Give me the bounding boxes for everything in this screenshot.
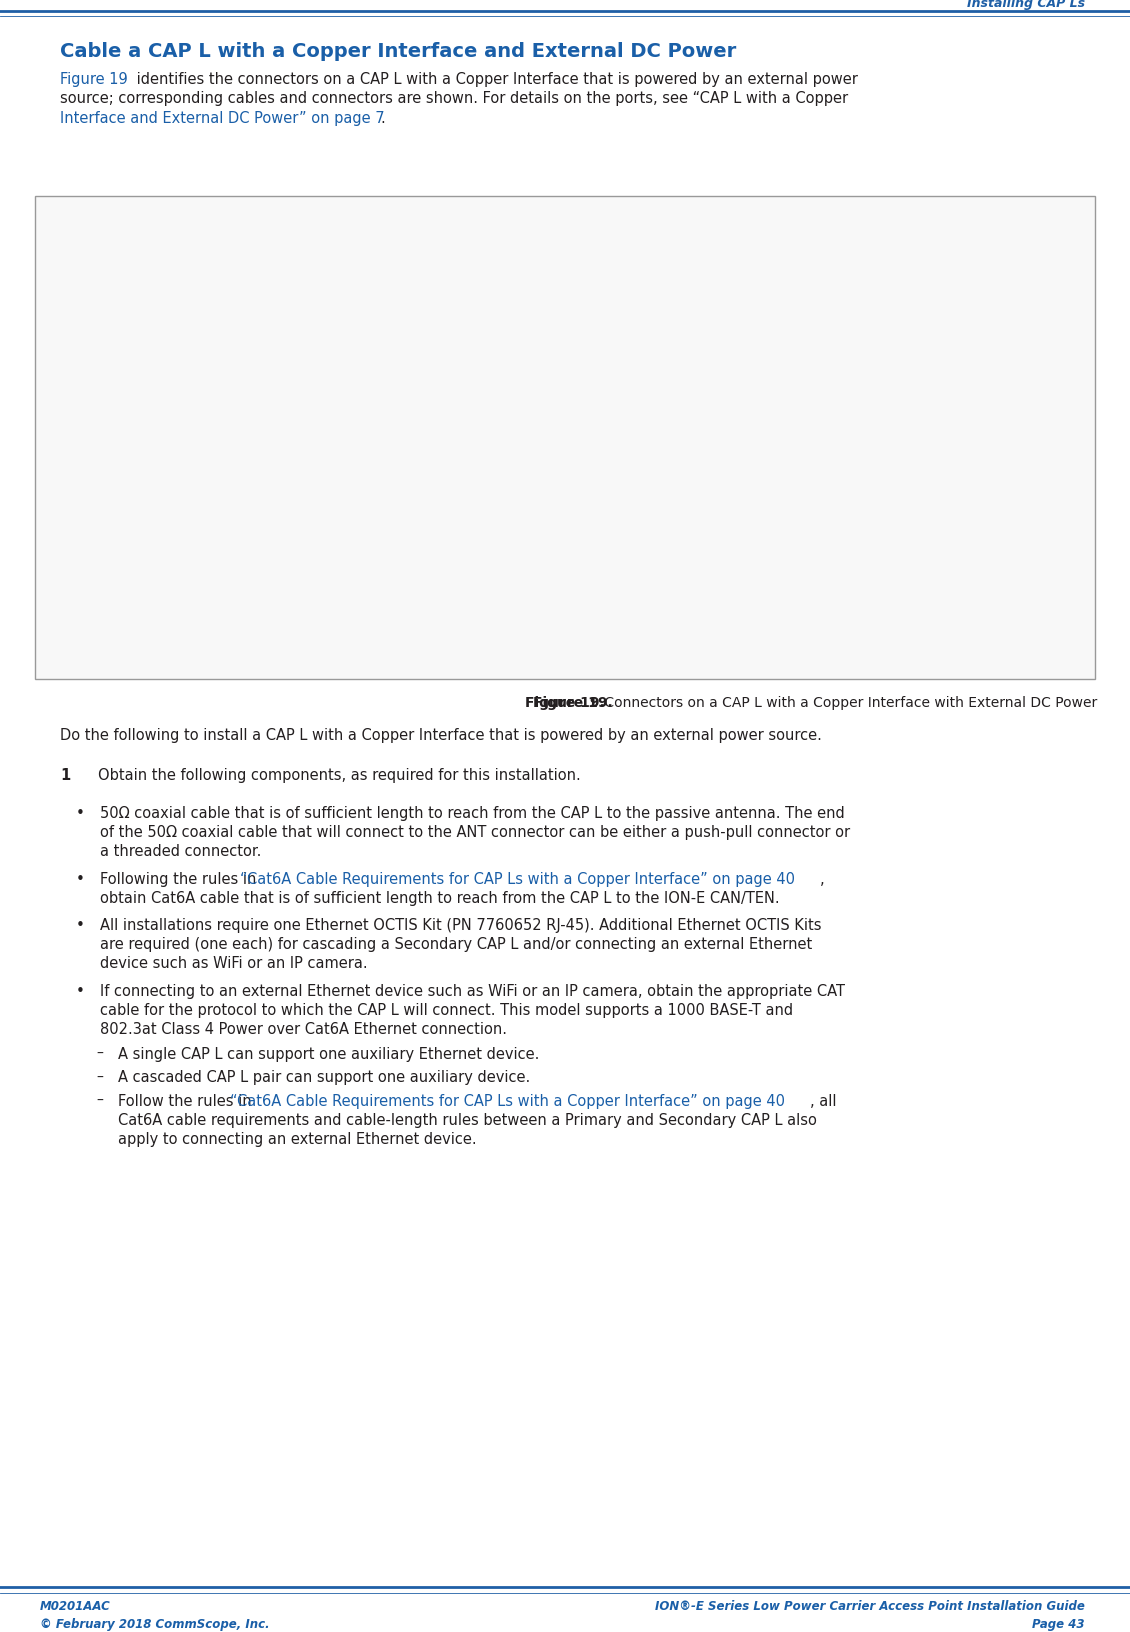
Circle shape bbox=[232, 325, 272, 359]
Text: A: A bbox=[976, 302, 984, 312]
Text: A cascaded CAP L pair can support one auxiliary device.: A cascaded CAP L pair can support one au… bbox=[118, 1069, 530, 1085]
Text: Figure 19.: Figure 19. bbox=[525, 695, 605, 710]
Polygon shape bbox=[251, 519, 925, 574]
Text: A single CAP L can support one auxiliary Ethernet device.: A single CAP L can support one auxiliary… bbox=[118, 1046, 539, 1061]
Circle shape bbox=[281, 454, 293, 462]
Text: ANT
2: ANT 2 bbox=[188, 439, 214, 468]
Circle shape bbox=[246, 336, 259, 346]
Text: Do the following to install a CAP L with a Copper Interface that is powered by a: Do the following to install a CAP L with… bbox=[60, 728, 822, 743]
Text: .: . bbox=[380, 111, 384, 126]
Text: a threaded connector.: a threaded connector. bbox=[99, 844, 261, 858]
Text: apply to connecting an external Ethernet device.: apply to connecting an external Ethernet… bbox=[118, 1131, 477, 1146]
Text: Following the rules in: Following the rules in bbox=[99, 871, 261, 886]
Text: –: – bbox=[96, 1093, 104, 1106]
Polygon shape bbox=[251, 233, 925, 574]
Text: •: • bbox=[76, 982, 85, 999]
Text: •: • bbox=[76, 871, 85, 886]
Circle shape bbox=[909, 405, 959, 449]
Text: M0201AAC: M0201AAC bbox=[40, 1599, 111, 1612]
Text: 1: 1 bbox=[922, 302, 929, 312]
Text: 2: 2 bbox=[812, 446, 819, 455]
Bar bbox=[251, 524, 925, 539]
Text: If connecting to an external Ethernet device such as WiFi or an IP camera, obtai: If connecting to an external Ethernet de… bbox=[99, 982, 845, 999]
Text: Cat6A cable requirements and cable-length rules between a Primary and Secondary : Cat6A cable requirements and cable-lengt… bbox=[118, 1111, 817, 1128]
Circle shape bbox=[964, 405, 1015, 449]
Text: COMMSCOPE: COMMSCOPE bbox=[542, 382, 633, 395]
FancyBboxPatch shape bbox=[494, 346, 681, 429]
Circle shape bbox=[671, 540, 686, 553]
Text: device such as WiFi or an IP camera.: device such as WiFi or an IP camera. bbox=[99, 956, 367, 971]
Bar bbox=[825, 463, 838, 473]
Circle shape bbox=[916, 411, 953, 442]
Text: Port
2: Port 2 bbox=[828, 367, 853, 395]
Text: cable for the protocol to which the CAP L will connect. This model supports a 10: cable for the protocol to which the CAP … bbox=[99, 1002, 793, 1017]
Circle shape bbox=[925, 419, 944, 434]
Circle shape bbox=[238, 330, 266, 353]
Bar bbox=[816, 535, 861, 566]
Text: Follow the rules in: Follow the rules in bbox=[118, 1093, 257, 1108]
Circle shape bbox=[275, 447, 298, 468]
Circle shape bbox=[930, 423, 939, 431]
Text: Cat6A
Port
1: Cat6A Port 1 bbox=[942, 276, 981, 318]
Bar bbox=[825, 480, 838, 488]
Text: Auxiliary
port: Auxiliary port bbox=[1007, 605, 1062, 633]
Text: ,: , bbox=[820, 871, 825, 886]
Text: Obtain the following components, as required for this installation.: Obtain the following components, as requ… bbox=[98, 767, 581, 782]
Text: source; corresponding cables and connectors are shown. For details on the ports,: source; corresponding cables and connect… bbox=[60, 91, 849, 106]
Text: , all: , all bbox=[810, 1093, 836, 1108]
Text: “Cat6A Cable Requirements for CAP Ls with a Copper Interface” on page 40: “Cat6A Cable Requirements for CAP Ls wit… bbox=[231, 1093, 785, 1108]
Text: obtain Cat6A cable that is of sufficient length to reach from the CAP L to the I: obtain Cat6A cable that is of sufficient… bbox=[99, 889, 780, 906]
Text: 802.3at Class 4 Power over Cat6A Ethernet connection.: 802.3at Class 4 Power over Cat6A Etherne… bbox=[99, 1022, 507, 1036]
Text: Installing CAP Ls: Installing CAP Ls bbox=[967, 0, 1085, 10]
Bar bbox=[825, 494, 838, 504]
Text: © February 2018 CommScope, Inc.: © February 2018 CommScope, Inc. bbox=[40, 1617, 270, 1630]
Text: Cable a CAP L with a Copper Interface and External DC Power: Cable a CAP L with a Copper Interface an… bbox=[60, 42, 737, 60]
Text: Interface and External DC Power” on page 7: Interface and External DC Power” on page… bbox=[60, 111, 384, 126]
Text: Figure 19: Figure 19 bbox=[60, 72, 128, 86]
Text: •: • bbox=[76, 917, 85, 932]
Bar bbox=[816, 465, 866, 512]
Text: Vdc
Power
connector: Vdc Power connector bbox=[807, 605, 870, 648]
Circle shape bbox=[269, 442, 305, 473]
Text: –: – bbox=[96, 1046, 104, 1061]
Text: “Cat6A Cable Requirements for CAP Ls with a Copper Interface” on page 40: “Cat6A Cable Requirements for CAP Ls wit… bbox=[240, 871, 796, 886]
Text: ANT
1: ANT 1 bbox=[139, 320, 165, 348]
Circle shape bbox=[984, 423, 993, 431]
Text: of the 50Ω coaxial cable that will connect to the ANT connector can be either a : of the 50Ω coaxial cable that will conne… bbox=[99, 824, 850, 840]
Text: Page 43: Page 43 bbox=[1033, 1617, 1085, 1630]
Bar bbox=[588, 535, 771, 558]
Circle shape bbox=[980, 419, 998, 434]
Text: All installations require one Ethernet OCTIS Kit (PN 7760652 RJ-45). Additional : All installations require one Ethernet O… bbox=[99, 917, 822, 932]
Circle shape bbox=[250, 339, 255, 344]
Text: Connectors on a CAP L with a Copper Interface with External DC Power: Connectors on a CAP L with a Copper Inte… bbox=[600, 695, 1097, 710]
Text: Figure 19.: Figure 19. bbox=[533, 695, 612, 710]
Text: 1: 1 bbox=[60, 767, 70, 782]
Text: identifies the connectors on a CAP L with a Copper Interface that is powered by : identifies the connectors on a CAP L wit… bbox=[132, 72, 858, 86]
Text: 50Ω coaxial cable that is of sufficient length to reach from the CAP L to the pa: 50Ω coaxial cable that is of sufficient … bbox=[99, 806, 845, 821]
Circle shape bbox=[971, 411, 1007, 442]
Text: –: – bbox=[96, 1069, 104, 1084]
Circle shape bbox=[285, 455, 289, 460]
Text: are required (one each) for cascading a Secondary CAP L and/or connecting an ext: are required (one each) for cascading a … bbox=[99, 937, 812, 951]
Text: •: • bbox=[76, 806, 85, 821]
Text: ION®-E Series Low Power Carrier Access Point Installation Guide: ION®-E Series Low Power Carrier Access P… bbox=[655, 1599, 1085, 1612]
